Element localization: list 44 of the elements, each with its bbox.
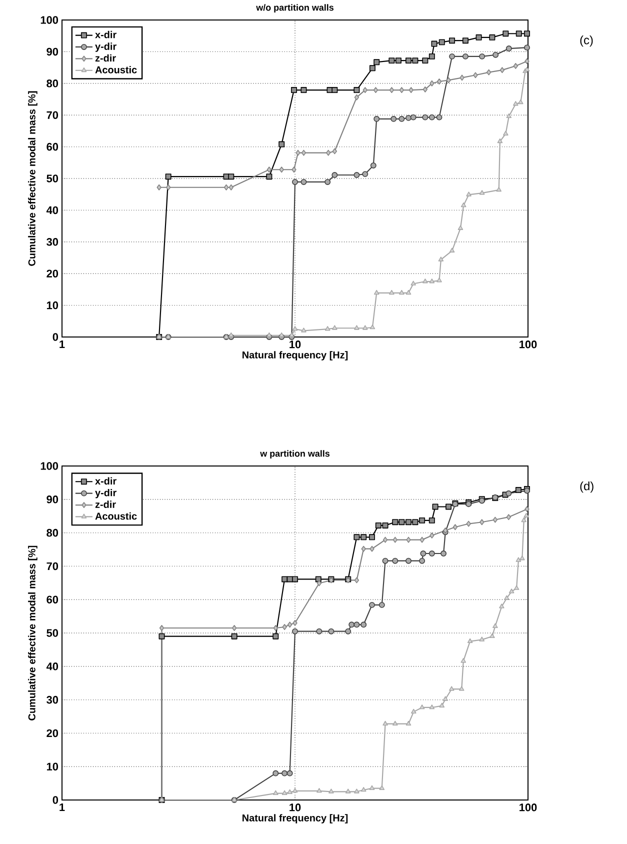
y-tick-label: 60	[46, 596, 58, 604]
x-tick-label: 1	[60, 804, 65, 812]
y-tick-label: 70	[46, 111, 58, 119]
legend-label: y-dir	[95, 488, 116, 498]
chart-title: w/o partition walls	[256, 4, 334, 12]
y-tick-label: 100	[40, 16, 58, 24]
legend-label: z-dir	[95, 500, 116, 508]
y-tick-label: 20	[46, 729, 58, 738]
y-tick-label: 50	[46, 629, 58, 637]
y-tick-label: 10	[46, 301, 58, 310]
y-tick-label: 0	[52, 796, 58, 804]
y-tick-label: 90	[46, 48, 58, 56]
legend-label: Acoustic	[95, 512, 137, 520]
text: (d)	[580, 482, 594, 493]
y-tick-label: 80	[46, 528, 58, 537]
x-tick-label: 100	[520, 804, 537, 812]
x-tick-label: 100	[520, 340, 537, 348]
y-tick-label: 30	[46, 696, 58, 704]
x-tick-label: 10	[290, 804, 301, 812]
y-tick-label: 30	[46, 238, 58, 246]
y-tick-label: 50	[46, 174, 58, 182]
legend-label: x-dir	[95, 477, 116, 485]
legend-label: y-dir	[95, 42, 116, 52]
chart-title: w partition walls	[260, 450, 330, 458]
y-tick-label: 20	[46, 270, 58, 278]
y-tick-label: 40	[46, 206, 58, 214]
x-tick-label: 1	[60, 340, 65, 348]
y-tick-label: 80	[46, 80, 58, 88]
y-tick-label: 60	[46, 142, 58, 151]
x-tick-label: 10	[290, 340, 301, 348]
y-tick-label: 10	[46, 762, 58, 770]
x-axis-title: Natural frequency [Hz]	[242, 814, 348, 824]
legend-label: z-dir	[95, 54, 116, 62]
x-axis-title: Natural frequency [Hz]	[242, 351, 348, 360]
y-axis-title: Cumulative effective modal mass [%]	[28, 91, 38, 266]
y-tick-label: 90	[46, 496, 58, 504]
y-tick-label: 100	[40, 462, 58, 470]
text: (c)	[580, 36, 593, 47]
y-axis-title: Cumulative effective modal mass [%]	[28, 546, 38, 720]
legend-label: Acoustic	[95, 66, 137, 74]
legend-label: x-dir	[95, 30, 116, 38]
y-tick-label: 0	[52, 333, 58, 341]
y-tick-label: 40	[46, 662, 58, 670]
y-tick-label: 70	[46, 562, 58, 570]
